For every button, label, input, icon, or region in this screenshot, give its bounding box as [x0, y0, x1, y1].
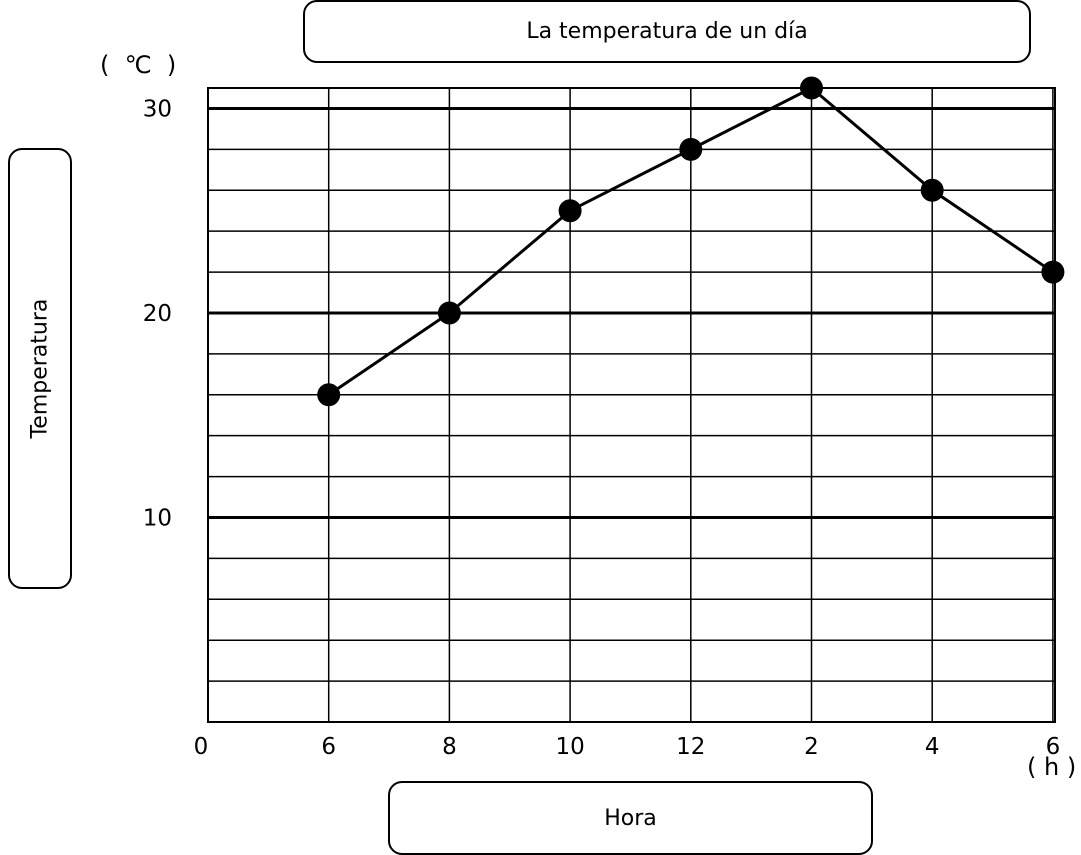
chart-title: La temperatura de un día	[526, 19, 808, 44]
x-tick-label: 10	[555, 734, 584, 760]
data-point	[920, 178, 944, 202]
data-point	[679, 137, 703, 161]
data-point	[437, 301, 461, 325]
x-axis-label-box: Hora	[388, 781, 873, 855]
x-tick-label: 6	[321, 734, 336, 760]
x-tick-label: 12	[676, 734, 705, 760]
x-axis-unit: ( h )	[1027, 753, 1077, 781]
x-tick-label: 4	[925, 734, 940, 760]
y-axis-unit: ( ℃ )	[100, 51, 177, 79]
data-point	[558, 199, 582, 223]
data-point	[800, 76, 823, 100]
x-tick-label: 8	[442, 734, 457, 760]
x-origin-label: 0	[194, 734, 209, 760]
y-axis-label-box: Temperatura	[8, 148, 72, 589]
y-tick-label: 20	[143, 301, 172, 327]
x-tick-label: 2	[804, 734, 819, 760]
chart-title-box: La temperatura de un día	[303, 0, 1031, 63]
data-point	[1041, 260, 1065, 284]
x-tick-label: 6	[1046, 734, 1061, 760]
y-tick-label: 30	[143, 96, 172, 122]
data-point	[317, 383, 341, 407]
y-tick-label: 10	[143, 505, 172, 531]
plot-frame	[207, 87, 1056, 723]
x-axis-label: Hora	[604, 805, 657, 831]
